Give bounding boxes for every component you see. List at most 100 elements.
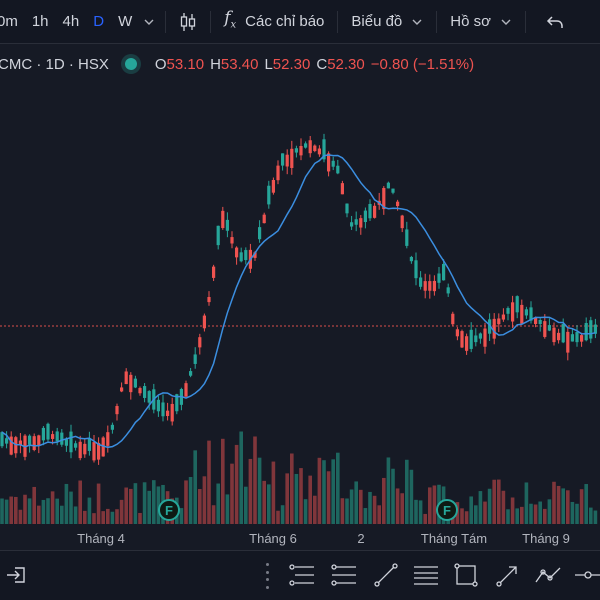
volume-bar xyxy=(96,483,101,524)
candle-body xyxy=(147,391,151,403)
rectangle-icon[interactable] xyxy=(452,561,480,589)
time-axis[interactable]: Tháng 4 Tháng 6 2 Tháng Tám Tháng 9 xyxy=(0,526,600,550)
horizontal-lines-icon[interactable] xyxy=(412,561,440,589)
volume-bar xyxy=(23,494,27,524)
candle-body xyxy=(359,218,363,228)
chart-type-button[interactable]: Biểu đồ xyxy=(344,0,430,44)
candle-body xyxy=(0,432,4,447)
candle-body xyxy=(529,307,533,321)
volume-bar xyxy=(331,459,335,524)
volume-bar xyxy=(290,453,294,524)
candle-body xyxy=(87,438,91,451)
volume-bar xyxy=(469,496,473,524)
volume-bar xyxy=(377,505,381,524)
volume-bar xyxy=(55,498,59,524)
candlestick-icon[interactable] xyxy=(172,12,204,32)
volume-bar xyxy=(124,487,128,524)
volume-bar xyxy=(382,477,386,524)
volume-bar xyxy=(37,505,41,524)
candle-body xyxy=(285,154,289,167)
volume-bar xyxy=(561,488,565,524)
volume-bar xyxy=(510,497,515,524)
candle-body xyxy=(331,160,335,167)
indicators-button[interactable]: fx Các chỉ báo xyxy=(217,0,331,47)
volume-bars xyxy=(0,431,598,524)
time-axis-label: Tháng Tám xyxy=(420,531,488,546)
candle-body xyxy=(363,210,367,223)
candle-body xyxy=(101,437,105,457)
candle-body xyxy=(60,432,64,445)
earnings-marker-label: F xyxy=(165,503,173,518)
candle-body xyxy=(161,402,165,417)
interval-d[interactable]: D xyxy=(93,12,105,30)
symbol-title[interactable]: CMC · 1D · HSX xyxy=(0,55,109,73)
volume-bar xyxy=(322,460,326,524)
volume-bar xyxy=(400,493,404,524)
candle-body xyxy=(451,313,455,325)
volume-bar xyxy=(423,513,427,524)
candle-body xyxy=(511,302,515,322)
candle-body xyxy=(497,318,501,325)
earnings-marker[interactable]: F xyxy=(158,499,180,521)
candle-body xyxy=(262,214,266,224)
candle-body xyxy=(207,297,211,303)
candle-body xyxy=(221,210,225,229)
interval-dropdown-icon[interactable] xyxy=(139,16,159,28)
candle-body xyxy=(460,331,464,348)
candle-body xyxy=(327,153,331,172)
interval-4h[interactable]: 4h xyxy=(62,12,80,30)
volume-bar xyxy=(69,491,73,524)
volume-bar xyxy=(566,490,570,524)
toolbar-divider xyxy=(165,10,167,33)
volume-bar xyxy=(46,498,50,524)
candle-body xyxy=(488,319,492,334)
volume-bar xyxy=(515,508,519,524)
volume-bar xyxy=(27,498,32,524)
path-tool-icon[interactable] xyxy=(534,561,562,589)
interval-1h[interactable]: 1h xyxy=(31,12,49,30)
import-icon[interactable] xyxy=(3,561,31,589)
volume-bar xyxy=(372,495,377,524)
candle-body xyxy=(46,423,50,440)
undo-icon[interactable] xyxy=(532,14,578,30)
candle-body xyxy=(405,229,409,246)
volume-bar xyxy=(478,491,483,524)
grip-icon[interactable] xyxy=(266,563,274,589)
volume-bar xyxy=(313,495,317,524)
candle-body xyxy=(138,388,142,394)
profile-button[interactable]: Hồ sơ xyxy=(443,0,519,44)
volume-bar xyxy=(133,483,138,524)
candle-body xyxy=(32,436,36,451)
volume-bar xyxy=(216,483,220,524)
parallel-channel-icon[interactable] xyxy=(330,561,358,589)
interval-w[interactable]: W xyxy=(118,12,133,30)
candle-body xyxy=(304,143,308,148)
volume-bar xyxy=(570,501,575,524)
price-chart[interactable]: F F xyxy=(0,44,600,526)
candle-body xyxy=(198,337,202,348)
volume-bar xyxy=(50,491,55,524)
interval-0m[interactable]: 0m xyxy=(0,12,18,30)
trend-line-icon[interactable] xyxy=(372,561,400,589)
bottom-toolbar xyxy=(0,550,600,600)
volume-bar xyxy=(418,500,423,524)
measure-icon[interactable] xyxy=(574,561,600,589)
candle-body xyxy=(216,225,220,246)
close-key: C xyxy=(316,55,328,73)
candle-body xyxy=(51,434,55,439)
volume-bar xyxy=(253,436,257,524)
indicators-label: Các chỉ báo xyxy=(245,12,325,30)
volume-bar xyxy=(529,503,533,524)
candle-body xyxy=(547,325,551,331)
arrow-tool-icon[interactable] xyxy=(494,561,522,589)
open-value: 53.10 xyxy=(166,55,205,73)
volume-bar xyxy=(368,491,372,524)
fib-tool-icon[interactable] xyxy=(288,561,316,589)
candle-body xyxy=(391,188,395,193)
volume-bar xyxy=(575,503,579,524)
candle-body xyxy=(189,371,193,376)
volume-bar xyxy=(363,508,368,524)
candle-body xyxy=(244,250,248,261)
volume-bar xyxy=(239,431,243,524)
earnings-marker[interactable]: F xyxy=(436,499,458,521)
